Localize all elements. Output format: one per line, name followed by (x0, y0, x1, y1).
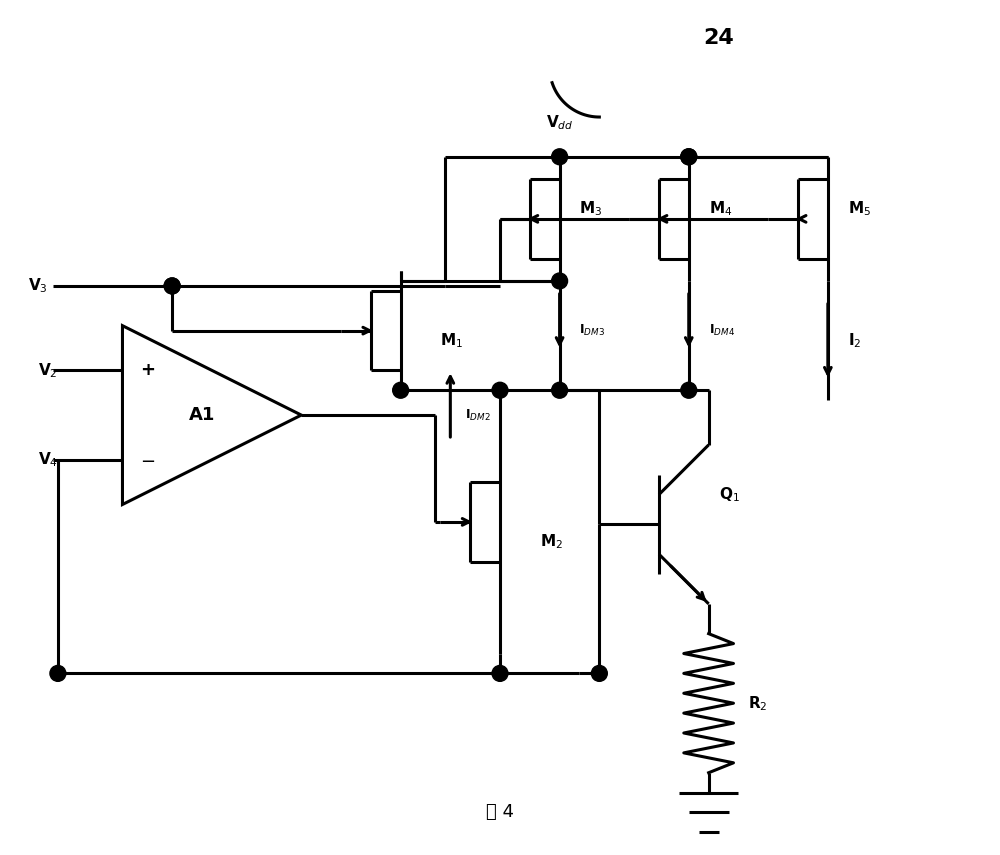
Circle shape (552, 382, 568, 398)
Text: M$_2$: M$_2$ (540, 533, 563, 551)
Text: I$_{DM2}$: I$_{DM2}$ (465, 408, 491, 422)
Text: V$_4$: V$_4$ (38, 451, 58, 469)
Text: A1: A1 (189, 406, 215, 424)
Text: 图 4: 图 4 (486, 804, 514, 822)
Text: $-$: $-$ (140, 451, 155, 469)
Circle shape (492, 382, 508, 398)
Circle shape (681, 149, 697, 165)
Circle shape (393, 382, 409, 398)
Text: +: + (140, 362, 155, 380)
Text: M$_1$: M$_1$ (440, 331, 463, 350)
Text: V$_{dd}$: V$_{dd}$ (546, 113, 573, 132)
Text: 24: 24 (703, 27, 734, 48)
Text: I$_{DM3}$: I$_{DM3}$ (579, 323, 605, 339)
Text: M$_3$: M$_3$ (579, 199, 603, 218)
Circle shape (681, 382, 697, 398)
Text: I$_{DM4}$: I$_{DM4}$ (709, 323, 735, 339)
Text: V$_2$: V$_2$ (38, 361, 58, 380)
Text: I$_2$: I$_2$ (848, 331, 861, 350)
Circle shape (492, 665, 508, 681)
Circle shape (164, 278, 180, 294)
Text: M$_4$: M$_4$ (709, 199, 732, 218)
Text: V$_3$: V$_3$ (28, 276, 48, 295)
Text: Q$_1$: Q$_1$ (719, 485, 739, 504)
Circle shape (681, 149, 697, 165)
Circle shape (591, 665, 607, 681)
Text: M$_5$: M$_5$ (848, 199, 871, 218)
Circle shape (50, 665, 66, 681)
Circle shape (552, 149, 568, 165)
Text: R$_2$: R$_2$ (748, 694, 768, 712)
Circle shape (164, 278, 180, 294)
Circle shape (552, 273, 568, 289)
